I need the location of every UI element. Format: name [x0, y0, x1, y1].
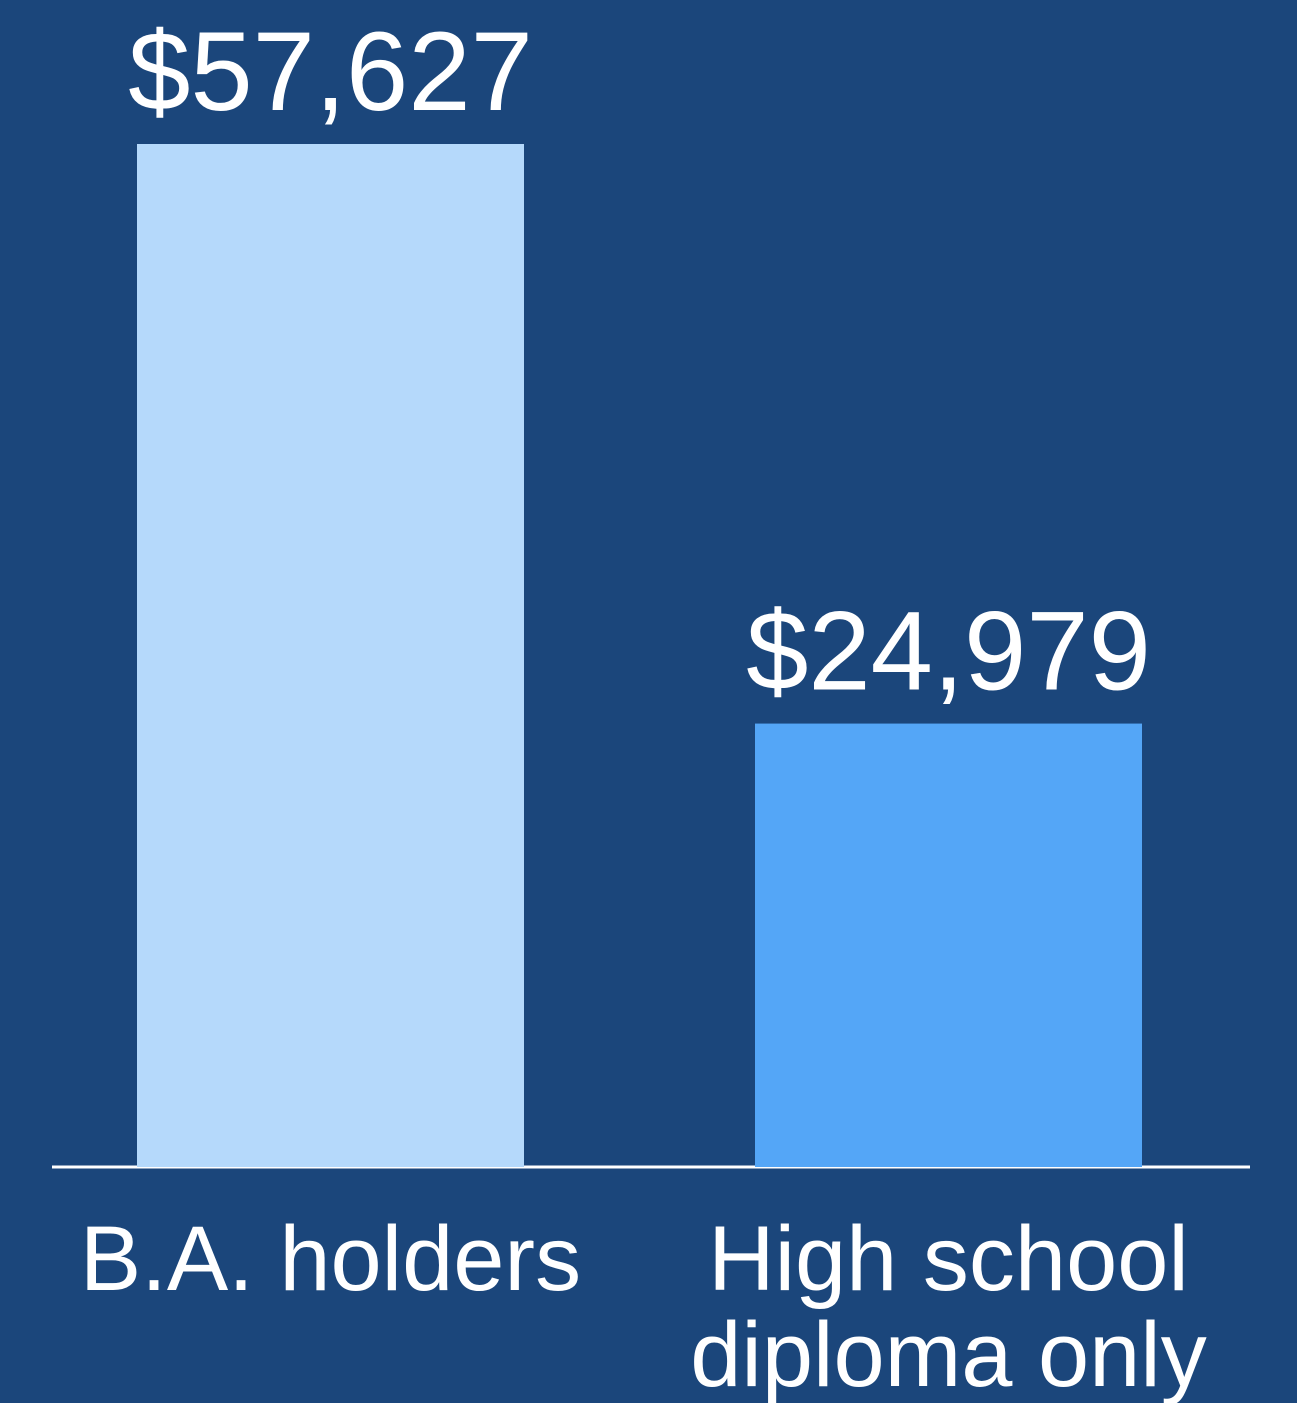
value-label: $24,979	[746, 589, 1151, 714]
category-label: High school diploma only	[690, 1208, 1207, 1403]
bar	[137, 144, 524, 1167]
category-label: B.A. holders	[80, 1208, 581, 1310]
bar	[755, 723, 1142, 1167]
value-label: $57,627	[128, 9, 533, 134]
